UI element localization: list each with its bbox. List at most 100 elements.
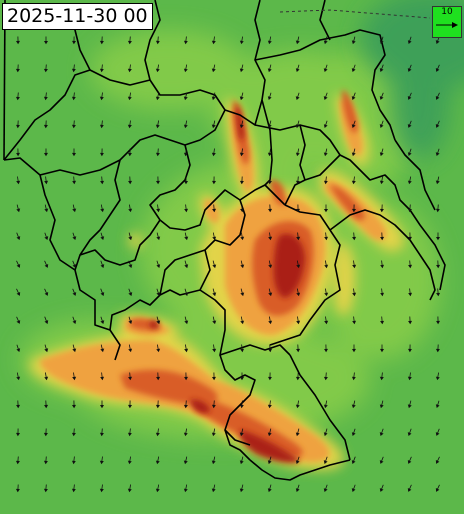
wind-arrow-head (183, 460, 188, 465)
wind-arrow-head (100, 208, 105, 213)
border-line (79, 159, 121, 256)
wind-arrow-head (183, 488, 188, 493)
wind-arrow-head (43, 41, 49, 45)
wind-arrow-head (211, 124, 216, 129)
wind-arrow-head (435, 96, 440, 100)
wind-arrow-head (351, 348, 357, 353)
wind-arrow-head (324, 348, 328, 353)
wind-arrow-head (379, 488, 384, 492)
wind-arrow-head (435, 124, 440, 128)
wind-arrow-head (408, 264, 413, 269)
border-line (159, 189, 241, 231)
wind-arrow-head (71, 432, 76, 437)
wind-arrow-head (324, 292, 329, 297)
wind-arrow-head (351, 488, 356, 493)
border-line (254, 29, 396, 141)
wind-arrow-head (407, 432, 412, 437)
wind-arrow-head (408, 292, 413, 297)
wind-arrow-head (184, 320, 189, 325)
wind-arrow-head (212, 236, 217, 241)
wind-arrow-head (352, 236, 357, 241)
wind-arrow-head (211, 404, 216, 409)
wind-arrow-head (324, 320, 329, 325)
wind-arrow-head (99, 40, 104, 45)
wind-arrow-head (435, 460, 440, 464)
legend-value: 10 (441, 7, 453, 17)
wind-arrow-head (183, 40, 188, 45)
wind-arrow-head (15, 488, 20, 493)
wind-arrow-head (128, 320, 133, 325)
wind-arrow-head (127, 152, 132, 157)
wind-arrow-head (239, 124, 244, 129)
wind-arrow-head (435, 432, 440, 436)
wind-arrow-head (99, 68, 104, 73)
wind-arrow-head (44, 236, 49, 241)
wind-arrow-head (44, 180, 49, 185)
border-line (3, 157, 201, 331)
wind-arrow-head (407, 404, 412, 409)
wind-arrow-head (156, 348, 161, 353)
wind-arrow-head (407, 460, 412, 464)
wind-arrow-head (351, 68, 356, 73)
wind-arrow-head (16, 152, 20, 157)
wind-arrow-head (267, 68, 272, 73)
wind-arrow-head (268, 264, 273, 269)
wind-arrow-head (128, 180, 133, 185)
wind-arrow-head (323, 376, 328, 381)
wind-arrow-head (100, 152, 104, 157)
border-line (269, 204, 341, 346)
wind-arrow-head (155, 96, 160, 101)
wind-arrow-head (239, 68, 244, 73)
wind-arrow-head (128, 376, 133, 381)
border-line (299, 124, 306, 181)
wind-arrow-head (240, 292, 245, 297)
wind-arrow-head (351, 180, 356, 185)
wind-arrow-head (268, 292, 273, 297)
wind-arrow-head (100, 264, 105, 269)
wind-arrow-head (380, 236, 385, 241)
wind-arrow-head (295, 124, 300, 129)
wind-arrow-head (100, 376, 105, 381)
wind-arrow-head (72, 264, 77, 268)
border-line (149, 144, 191, 221)
border-line (254, 0, 273, 186)
border-line (219, 354, 256, 446)
wind-arrow-head (44, 292, 49, 296)
wind-arrow-head (435, 404, 440, 409)
wind-arrow-head (212, 348, 217, 353)
wind-arrow-head (268, 236, 273, 241)
wind-arrow-head (128, 264, 133, 269)
wind-arrow-head (296, 292, 301, 297)
wind-arrow-head (379, 152, 384, 157)
wind-arrow-head (127, 460, 132, 465)
wind-arrow-head (156, 264, 161, 269)
wind-arrow-head (211, 68, 216, 73)
wind-arrow-head (211, 40, 216, 45)
wind-arrow-head (240, 320, 245, 325)
wind-arrow-head (352, 320, 357, 325)
wind-arrow-head (435, 68, 440, 72)
wind-arrow-icon (436, 22, 458, 28)
wind-arrow-head (183, 152, 188, 157)
wind-arrow-head (211, 376, 216, 381)
wind-arrow-head (43, 152, 49, 157)
wind-arrow-head (44, 404, 49, 409)
wind-arrow-head (323, 152, 328, 157)
wind-arrow-head (72, 376, 77, 381)
border-line (199, 184, 286, 291)
wind-arrow-head (211, 96, 216, 101)
wind-arrow-head (211, 488, 216, 493)
wind-arrow-head (351, 404, 356, 409)
wind-arrow-head (43, 432, 48, 437)
wind-arrow-head (15, 460, 20, 465)
wind-arrow-head (44, 376, 49, 381)
wind-reference-legend: 10 (432, 6, 462, 38)
wind-arrow-head (407, 40, 412, 45)
wind-arrow-head (351, 96, 356, 101)
border-line (39, 109, 226, 176)
wind-arrow-head (407, 124, 412, 128)
wind-arrow-head (268, 320, 273, 325)
wind-arrow-head (435, 40, 440, 45)
wind-arrow-head (156, 292, 161, 297)
wind-arrow-head (183, 432, 188, 437)
